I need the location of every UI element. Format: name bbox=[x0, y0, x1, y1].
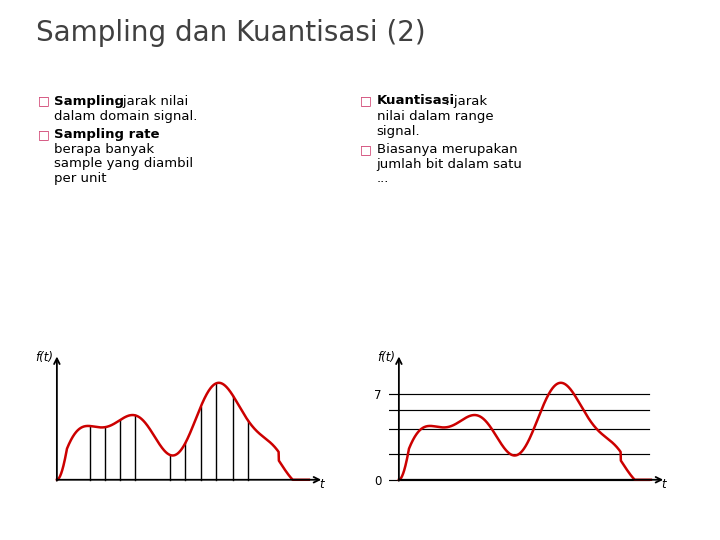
Text: nilai dalam range: nilai dalam range bbox=[377, 110, 493, 123]
Text: signal.: signal. bbox=[377, 125, 420, 138]
Text: Kuantisasi: Kuantisasi bbox=[377, 94, 455, 107]
Text: f(t): f(t) bbox=[35, 352, 53, 365]
Text: Sampling rate: Sampling rate bbox=[54, 128, 160, 141]
Text: : jarak nilai: : jarak nilai bbox=[110, 94, 189, 107]
Text: jumlah bit dalam satu: jumlah bit dalam satu bbox=[377, 158, 523, 171]
Text: t: t bbox=[319, 478, 323, 491]
Text: Sampling dan Kuantisasi (2): Sampling dan Kuantisasi (2) bbox=[36, 19, 426, 47]
Text: □: □ bbox=[37, 94, 49, 107]
Text: sample yang diambil: sample yang diambil bbox=[54, 157, 193, 170]
Text: : jarak: : jarak bbox=[441, 94, 487, 107]
Text: Sampling: Sampling bbox=[54, 94, 124, 107]
Text: dalam domain signal.: dalam domain signal. bbox=[54, 110, 197, 123]
Text: □: □ bbox=[360, 143, 372, 156]
Text: ...: ... bbox=[377, 172, 389, 185]
Text: □: □ bbox=[37, 128, 49, 141]
Text: berapa banyak: berapa banyak bbox=[54, 143, 154, 156]
Text: per unit: per unit bbox=[54, 172, 107, 185]
Text: □: □ bbox=[360, 94, 372, 107]
Text: Biasanya merupakan: Biasanya merupakan bbox=[377, 143, 517, 156]
Text: t: t bbox=[661, 478, 665, 491]
Text: :: : bbox=[140, 128, 148, 141]
Text: f(t): f(t) bbox=[377, 352, 395, 365]
